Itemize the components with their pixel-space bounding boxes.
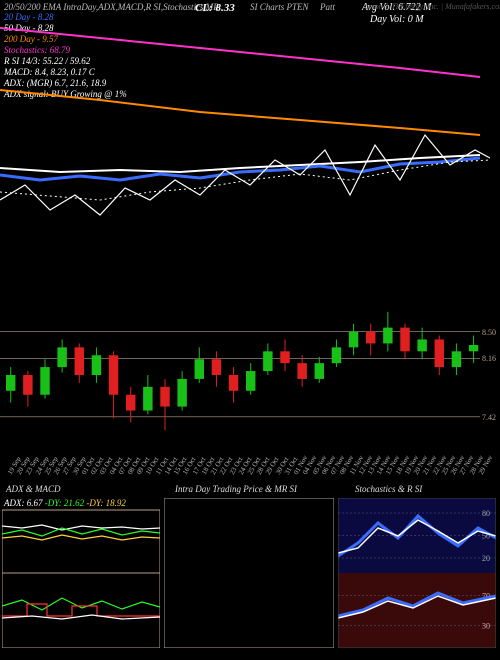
svg-text:20: 20 [482, 554, 490, 563]
price-axis-label: 8.50 [482, 328, 496, 337]
price-axis-label: 7.42 [482, 413, 496, 422]
date-axis: 19 Sep20 Sep23 Sep24 Sep25 Sep26 Sep27 S… [0, 458, 500, 478]
sub-title-adx: ADX & MACD [6, 484, 61, 494]
stochastics-panel: 8050207030 [338, 498, 496, 648]
sub-title-stoch: Stochastics & R SI [355, 484, 422, 494]
intraday-panel [164, 498, 334, 648]
overlay-chart [0, 0, 500, 280]
price-axis-label: 8.16 [482, 354, 496, 363]
adx-legend: ADX: 6.67 -DY: 21.62 -DY: 18.92 [4, 498, 126, 508]
adx-macd-panel: ADX: 6.67 -DY: 21.62 -DY: 18.92 [2, 498, 160, 648]
svg-text:30: 30 [482, 622, 490, 631]
candlestick-chart [0, 300, 500, 450]
sub-title-intra: Intra Day Trading Price & MR SI [175, 484, 297, 494]
svg-text:80: 80 [482, 509, 490, 518]
